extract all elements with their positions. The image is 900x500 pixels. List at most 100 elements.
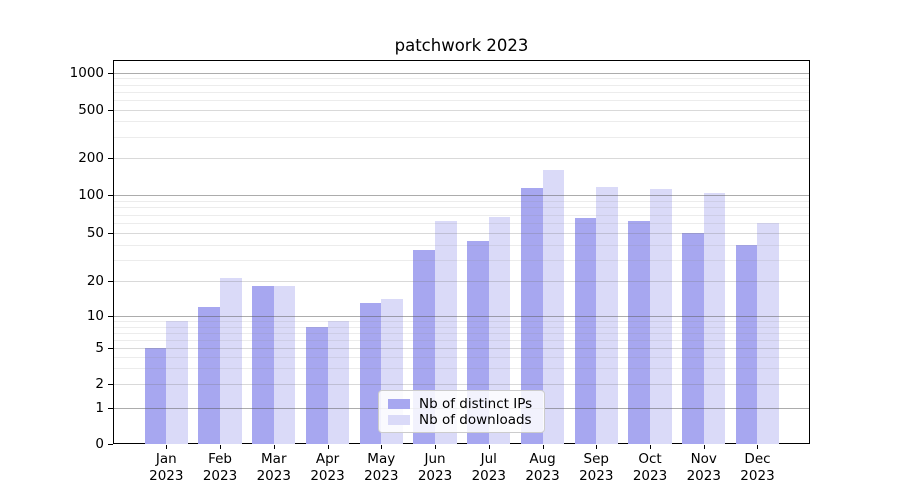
bar-downloads-sep [596, 186, 618, 444]
legend-label-downloads: Nb of downloads [419, 412, 532, 428]
x-tick-label-apr: Apr 2023 [310, 451, 345, 484]
x-tick-mark-may [381, 445, 383, 449]
x-tick-mark-sep [596, 445, 598, 449]
legend-swatch-downloads [388, 415, 410, 425]
x-tick-mark-jan [166, 445, 168, 449]
gridline-2 [114, 383, 809, 385]
bar-downloads-jan [166, 321, 188, 444]
gridline-7 [114, 332, 809, 334]
x-tick-label-aug: Aug 2023 [525, 451, 560, 484]
y-tick-mark-10 [108, 316, 113, 318]
legend-item-downloads: Nb of downloads [388, 412, 535, 428]
bar-downloads-jun [435, 221, 457, 444]
y-tick-label-2: 2 [95, 375, 104, 392]
gridline-10 [114, 316, 809, 318]
bar-distinct-ips-apr [305, 326, 328, 444]
bar-downloads-apr [327, 321, 350, 444]
x-tick-label-dec: Dec 2023 [740, 451, 775, 484]
gridline-100 [114, 195, 809, 196]
x-tick-label-mar: Mar 2023 [256, 451, 291, 484]
y-tick-mark-1000 [108, 72, 113, 74]
bar-downloads-jul [488, 217, 511, 444]
y-tick-mark-0 [108, 444, 113, 445]
gridline-6 [114, 339, 809, 341]
gridline-60 [114, 223, 809, 225]
bar-downloads-mar [273, 286, 296, 444]
gridline-500 [114, 109, 809, 111]
gridline-70 [114, 214, 809, 216]
y-tick-label-1000: 1000 [69, 64, 104, 81]
bar-distinct-ips-feb [198, 306, 221, 444]
gridline-300 [114, 136, 809, 138]
x-tick-label-jul: Jul 2023 [471, 451, 506, 484]
y-tick-mark-500 [108, 109, 113, 111]
gridline-90 [114, 200, 809, 202]
gridline-9 [114, 321, 809, 323]
gridline-4 [114, 356, 809, 358]
bar-distinct-ips-nov [682, 233, 704, 444]
gridline-3 [114, 367, 809, 369]
gridline-800 [114, 84, 809, 86]
gridline-30 [114, 259, 809, 261]
x-tick-mark-dec [757, 445, 759, 449]
x-tick-mark-jul [488, 445, 490, 449]
y-tick-label-20: 20 [86, 272, 104, 289]
y-tick-mark-50 [108, 233, 113, 235]
legend-swatch-distinct-ips [388, 399, 410, 409]
x-tick-mark-mar [273, 445, 275, 449]
x-tick-label-jun: Jun 2023 [417, 451, 453, 484]
x-tick-mark-oct [650, 445, 651, 449]
bar-distinct-ips-mar [252, 286, 274, 444]
gridline-200 [114, 158, 809, 160]
x-tick-mark-apr [327, 445, 329, 449]
y-tick-mark-5 [108, 348, 113, 349]
x-tick-label-oct: Oct 2023 [632, 451, 668, 484]
y-tick-label-1: 1 [95, 400, 104, 417]
y-tick-mark-2 [108, 383, 113, 385]
bar-downloads-feb [220, 278, 242, 444]
bar-downloads-dec [757, 223, 780, 444]
y-tick-label-100: 100 [78, 187, 104, 203]
y-tick-label-0: 0 [95, 436, 104, 452]
bar-distinct-ips-aug [520, 187, 543, 444]
gridline-8 [114, 326, 809, 328]
gridline-50 [114, 233, 809, 235]
gridline-1000 [114, 72, 809, 74]
gridline-80 [114, 207, 809, 209]
y-tick-mark-100 [108, 195, 113, 196]
x-tick-mark-aug [542, 445, 544, 449]
y-tick-mark-200 [108, 158, 113, 160]
gridline-5 [114, 348, 809, 349]
x-tick-label-sep: Sep 2023 [579, 451, 614, 484]
bar-downloads-aug [542, 170, 565, 444]
gridline-600 [114, 99, 809, 101]
y-tick-label-50: 50 [86, 225, 104, 242]
x-tick-mark-nov [703, 445, 705, 449]
y-tick-label-200: 200 [78, 150, 104, 167]
x-tick-label-nov: Nov 2023 [686, 451, 721, 484]
y-tick-label-500: 500 [78, 101, 104, 118]
gridline-900 [114, 78, 809, 80]
x-tick-label-may: May 2023 [364, 451, 399, 484]
bar-distinct-ips-sep [574, 217, 597, 444]
x-tick-label-feb: Feb 2023 [202, 451, 238, 484]
legend: Nb of distinct IPs Nb of downloads [378, 390, 545, 433]
legend-item-distinct-ips: Nb of distinct IPs [388, 396, 535, 412]
y-tick-label-5: 5 [95, 340, 104, 356]
y-tick-mark-1 [108, 408, 113, 410]
y-tick-mark-20 [108, 280, 113, 282]
gridline-40 [114, 244, 809, 246]
legend-label-distinct-ips: Nb of distinct IPs [419, 396, 533, 412]
chart-title: patchwork 2023 [394, 36, 529, 55]
x-tick-mark-jun [435, 445, 437, 449]
gridline-400 [114, 121, 809, 123]
x-tick-mark-feb [220, 445, 222, 449]
gridline-700 [114, 91, 809, 93]
gridline-20 [114, 280, 809, 282]
y-tick-label-10: 10 [86, 308, 104, 325]
x-tick-label-jan: Jan 2023 [149, 451, 184, 484]
bar-distinct-ips-dec [735, 244, 758, 444]
bar-distinct-ips-oct [628, 220, 650, 444]
plot-area [113, 60, 810, 444]
